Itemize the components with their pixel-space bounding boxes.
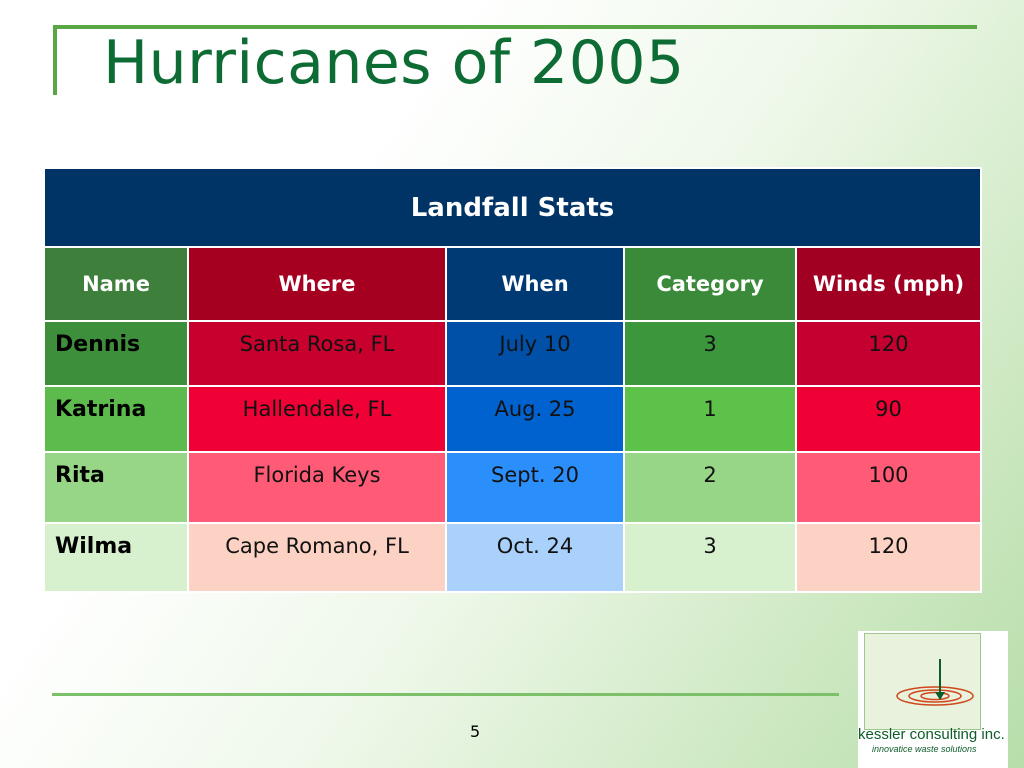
- logo-mark-icon: [864, 633, 981, 730]
- page-number: 5: [470, 722, 481, 741]
- table-caption: Landfall Stats: [43, 167, 982, 248]
- column-header-where: Where: [187, 246, 447, 322]
- table-row: Dennis Santa Rosa, FL July 10 3 120: [43, 320, 982, 387]
- column-header-winds: Winds (mph): [795, 246, 982, 322]
- cell-name: Rita: [43, 451, 189, 524]
- table-row: Katrina Hallendale, FL Aug. 25 1 90: [43, 385, 982, 453]
- column-header-name: Name: [43, 246, 189, 322]
- footer-divider: [52, 693, 839, 696]
- cell-when: July 10: [445, 320, 625, 387]
- cell-where: Cape Romano, FL: [187, 522, 447, 593]
- table-row: Wilma Cape Romano, FL Oct. 24 3 120: [43, 522, 982, 593]
- cell-name: Dennis: [43, 320, 189, 387]
- landfall-stats-table: Landfall Stats Name Where When Category …: [43, 167, 982, 593]
- cell-when: Aug. 25: [445, 385, 625, 453]
- cell-category: 3: [623, 320, 797, 387]
- cell-category: 1: [623, 385, 797, 453]
- cell-winds: 120: [795, 320, 982, 387]
- cell-where: Hallendale, FL: [187, 385, 447, 453]
- column-header-when: When: [445, 246, 625, 322]
- company-logo: kessler consulting inc. innovatice waste…: [858, 631, 1008, 768]
- slide-title: Hurricanes of 2005: [103, 28, 685, 98]
- cell-category: 3: [623, 522, 797, 593]
- cell-winds: 100: [795, 451, 982, 524]
- cell-winds: 90: [795, 385, 982, 453]
- logo-company-name: kessler consulting inc.: [858, 726, 1005, 743]
- table-row: Rita Florida Keys Sept. 20 2 100: [43, 451, 982, 524]
- cell-when: Sept. 20: [445, 451, 625, 524]
- cell-name: Katrina: [43, 385, 189, 453]
- cell-category: 2: [623, 451, 797, 524]
- column-header-category: Category: [623, 246, 797, 322]
- cell-when: Oct. 24: [445, 522, 625, 593]
- cell-name: Wilma: [43, 522, 189, 593]
- cell-winds: 120: [795, 522, 982, 593]
- title-bracket-vertical: [53, 25, 57, 95]
- cell-where: Florida Keys: [187, 451, 447, 524]
- logo-tagline: innovatice waste solutions: [872, 744, 977, 754]
- cell-where: Santa Rosa, FL: [187, 320, 447, 387]
- title-bracket-horizontal: [53, 25, 977, 29]
